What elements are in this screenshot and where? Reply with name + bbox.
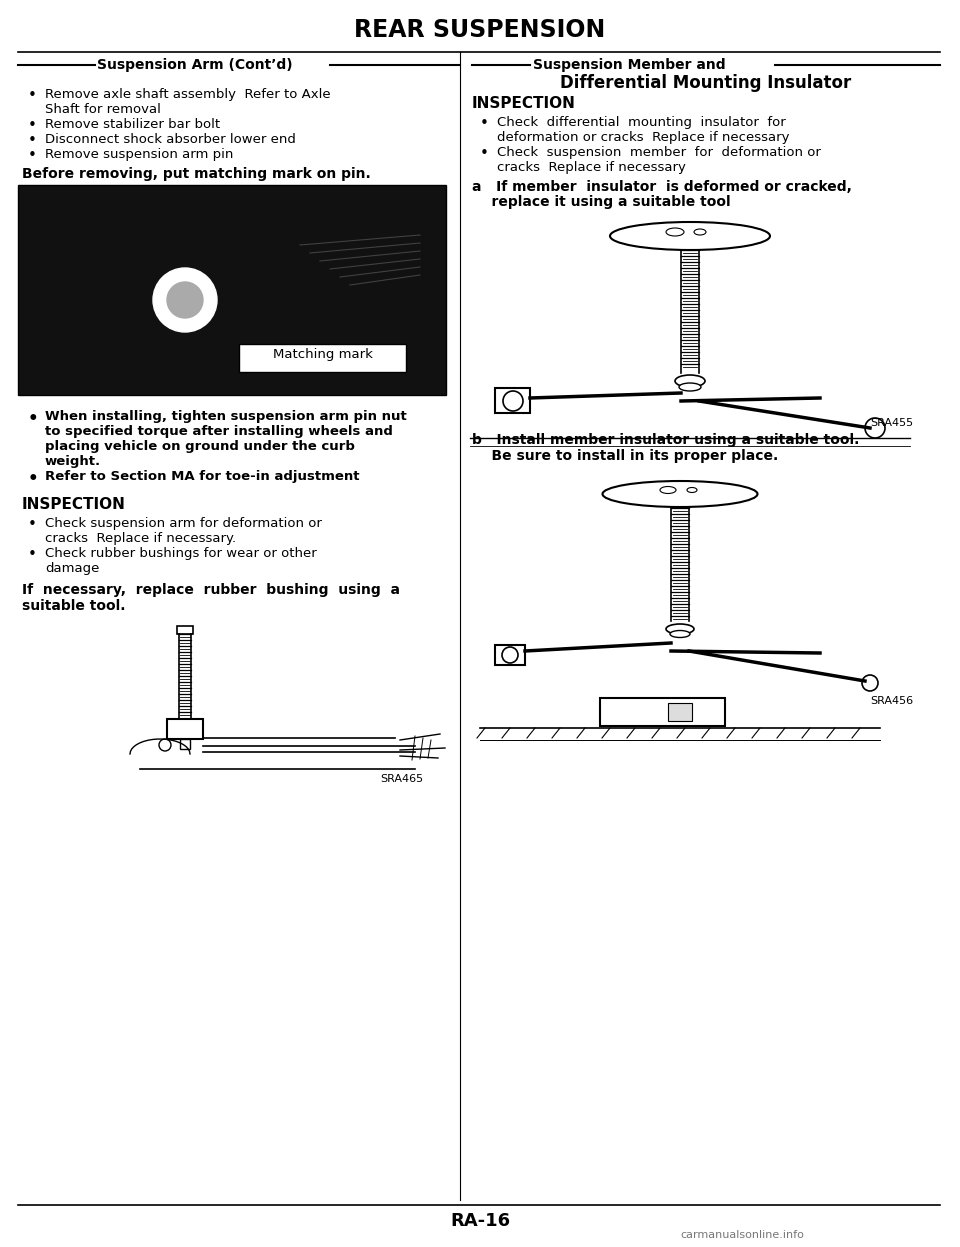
Text: deformation or cracks  Replace if necessary: deformation or cracks Replace if necessa… [497, 131, 789, 143]
Text: •: • [28, 89, 36, 104]
Text: damage: damage [45, 562, 100, 575]
Text: Shaft for removal: Shaft for removal [45, 104, 161, 116]
Circle shape [862, 675, 878, 691]
Text: REAR SUSPENSION: REAR SUSPENSION [354, 17, 606, 42]
Text: Remove suspension arm pin: Remove suspension arm pin [45, 148, 233, 161]
Text: Remove stabilizer bar bolt: Remove stabilizer bar bolt [45, 118, 220, 131]
Text: •: • [28, 470, 38, 488]
Text: •: • [480, 146, 489, 161]
Text: Disconnect shock absorber lower end: Disconnect shock absorber lower end [45, 133, 296, 146]
Text: Matching mark: Matching mark [273, 348, 372, 360]
Text: If  necessary,  replace  rubber  bushing  using  a: If necessary, replace rubber bushing usi… [22, 584, 400, 597]
Text: SRA455: SRA455 [870, 418, 913, 428]
Circle shape [159, 739, 171, 751]
Text: suitable tool.: suitable tool. [22, 599, 126, 614]
Text: INSPECTION: INSPECTION [472, 96, 576, 111]
Ellipse shape [670, 631, 690, 637]
Bar [18, 185, 446, 395]
Ellipse shape [675, 375, 705, 387]
Bar [167, 720, 203, 739]
Text: •: • [28, 148, 36, 163]
Text: Be sure to install in its proper place.: Be sure to install in its proper place. [472, 449, 779, 463]
Text: Differential Mounting Insulator: Differential Mounting Insulator [561, 74, 852, 92]
Text: When installing, tighten suspension arm pin nut: When installing, tighten suspension arm … [45, 410, 407, 423]
Text: Remove axle shaft assembly  Refer to Axle: Remove axle shaft assembly Refer to Axle [45, 89, 330, 101]
Bar [668, 703, 692, 721]
Text: cracks  Replace if necessary: cracks Replace if necessary [497, 161, 685, 175]
Text: •: • [480, 116, 489, 131]
Text: SRA465: SRA465 [380, 774, 423, 784]
Text: •: • [28, 410, 38, 428]
Circle shape [865, 418, 885, 438]
Text: replace it using a suitable tool: replace it using a suitable tool [472, 195, 731, 209]
Circle shape [502, 647, 518, 663]
Text: SRA456: SRA456 [870, 696, 913, 706]
Circle shape [167, 282, 203, 318]
Bar [600, 698, 725, 726]
Text: RA-16: RA-16 [450, 1212, 510, 1230]
Ellipse shape [666, 228, 684, 236]
Ellipse shape [694, 229, 706, 234]
Bar [180, 739, 190, 749]
Text: carmanualsonline.info: carmanualsonline.info [680, 1230, 804, 1240]
Ellipse shape [603, 481, 757, 508]
Text: b   Install member insulator using a suitable tool.: b Install member insulator using a suita… [472, 433, 859, 446]
Text: Suspension Member and: Suspension Member and [533, 59, 726, 72]
Text: •: • [28, 133, 36, 148]
Bar [495, 645, 525, 665]
Ellipse shape [610, 222, 770, 249]
Circle shape [503, 392, 523, 412]
Text: Check  suspension  member  for  deformation or: Check suspension member for deformation … [497, 146, 821, 160]
Text: INSPECTION: INSPECTION [22, 498, 126, 513]
Bar [177, 626, 193, 633]
Text: Check rubber bushings for wear or other: Check rubber bushings for wear or other [45, 547, 317, 560]
Text: •: • [28, 547, 36, 562]
Text: Check suspension arm for deformation or: Check suspension arm for deformation or [45, 518, 322, 530]
Text: weight.: weight. [45, 455, 101, 468]
Text: •: • [28, 118, 36, 133]
Ellipse shape [660, 486, 676, 494]
Text: a   If member  insulator  is deformed or cracked,: a If member insulator is deformed or cra… [472, 180, 852, 195]
FancyBboxPatch shape [239, 344, 406, 372]
Text: •: • [28, 518, 36, 532]
Text: Suspension Arm (Cont’d): Suspension Arm (Cont’d) [97, 59, 293, 72]
Text: cracks  Replace if necessary.: cracks Replace if necessary. [45, 532, 236, 545]
Bar [495, 388, 530, 413]
Ellipse shape [679, 383, 701, 392]
Ellipse shape [666, 624, 694, 633]
Ellipse shape [687, 488, 697, 493]
Text: Refer to Section MA for toe-in adjustment: Refer to Section MA for toe-in adjustmen… [45, 470, 359, 483]
Circle shape [153, 268, 217, 332]
Text: placing vehicle on ground under the curb: placing vehicle on ground under the curb [45, 440, 355, 453]
Text: Check  differential  mounting  insulator  for: Check differential mounting insulator fo… [497, 116, 785, 128]
Text: Before removing, put matching mark on pin.: Before removing, put matching mark on pi… [22, 167, 371, 181]
Text: to specified torque after installing wheels and: to specified torque after installing whe… [45, 425, 393, 438]
